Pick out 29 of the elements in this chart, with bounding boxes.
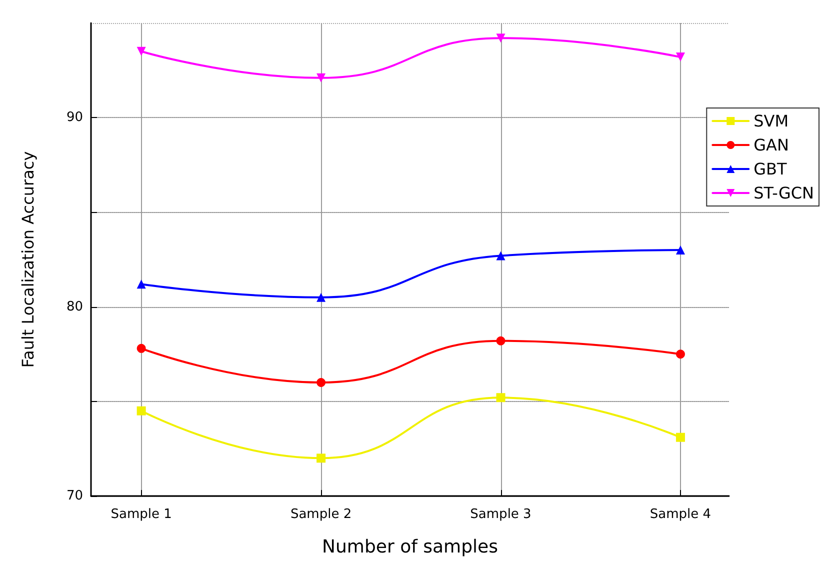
point: [136, 46, 146, 56]
point: [316, 73, 326, 82]
y-axis-title: Fault Localization Accuracy: [18, 151, 38, 368]
legend-label: GAN: [754, 136, 789, 154]
legend-label: SVM: [754, 112, 789, 130]
point: [676, 350, 685, 359]
point: [136, 344, 146, 353]
x-axis-title: Number of samples: [322, 536, 498, 558]
point: [316, 454, 326, 463]
point: [136, 280, 146, 289]
x-tick-label: Sample 4: [650, 507, 712, 522]
y-tick-label: 80: [66, 299, 83, 314]
point: [496, 393, 506, 402]
point: [676, 52, 685, 62]
point: [496, 336, 506, 346]
point: [496, 251, 506, 260]
x-tick-label: Sample 2: [290, 507, 352, 522]
point: [676, 432, 685, 442]
point: [136, 406, 146, 416]
legend-label: GBT: [754, 160, 788, 178]
point: [316, 378, 326, 387]
point: [676, 246, 685, 255]
y-tick-label: 70: [66, 488, 83, 504]
legend-label: ST-GCN: [754, 184, 814, 202]
x-tick-label: Sample 1: [110, 507, 172, 522]
x-tick-label: Sample 3: [470, 507, 532, 522]
y-tick-label: 90: [66, 110, 83, 126]
point: [496, 34, 506, 43]
point: [316, 292, 326, 302]
